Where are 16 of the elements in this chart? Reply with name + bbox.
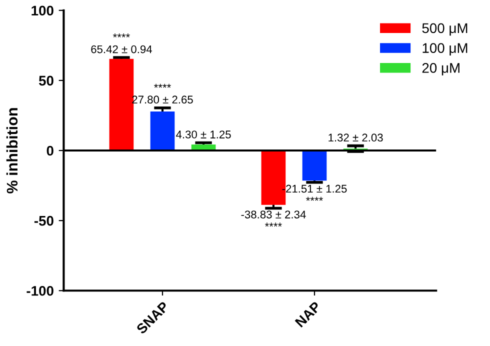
legend-label: 20 μM bbox=[422, 63, 460, 76]
data-label: 1.32 ± 2.03 bbox=[328, 134, 383, 142]
y-tick-label: 0 bbox=[46, 146, 54, 156]
data-label: 4.30 ± 1.25 bbox=[176, 130, 231, 138]
y-tick-label: -50 bbox=[34, 216, 54, 226]
y-axis-title: % inhibition bbox=[6, 108, 18, 194]
legend-label: 100 μM bbox=[422, 43, 468, 56]
data-label: **** 65.42 ± 0.94 bbox=[91, 34, 152, 54]
data-label: -38.83 ± 2.34 **** bbox=[241, 210, 306, 227]
legend-label: 500 μM bbox=[422, 23, 468, 36]
bar bbox=[109, 58, 134, 151]
y-tick-label: 100 bbox=[32, 6, 54, 16]
bar bbox=[150, 112, 175, 151]
bar bbox=[302, 150, 327, 181]
y-tick-label: -100 bbox=[26, 286, 54, 296]
y-tick-label: 50 bbox=[38, 76, 54, 86]
